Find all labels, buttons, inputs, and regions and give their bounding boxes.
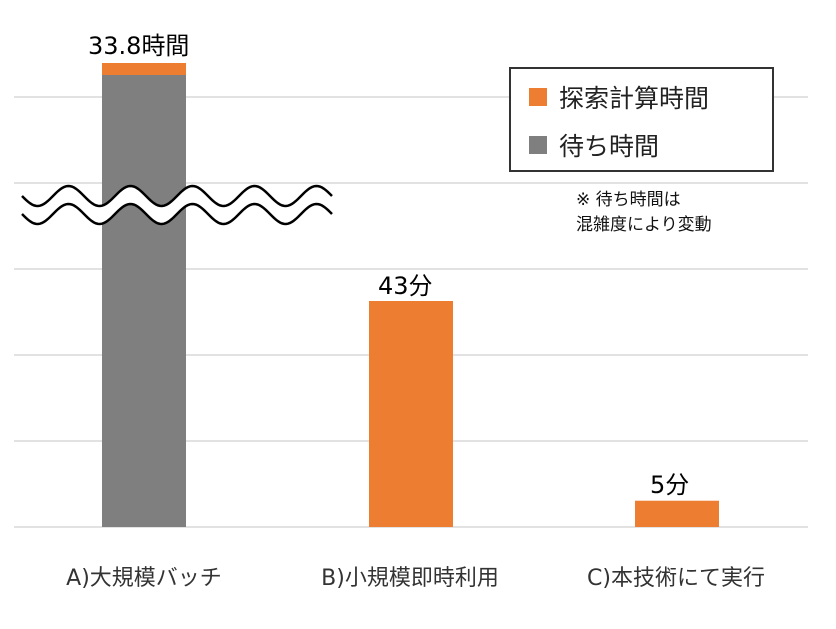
note-line-1: ※ 待ち時間は — [576, 190, 681, 210]
legend-item-wait: 待ち時間 — [529, 127, 659, 163]
category-label-b: B)小規模即時利用 — [321, 566, 499, 591]
bar-a-total-label: 33.8時間 — [88, 32, 190, 60]
legend-swatch-compute — [529, 88, 547, 106]
category-label-c: C)本技術にて実行 — [587, 566, 765, 591]
category-label-a: A)大規模バッチ — [66, 566, 222, 591]
legend-label-wait: 待ち時間 — [559, 132, 660, 161]
bar-b-total-label: 43分 — [378, 272, 433, 300]
axis-break-line-bottom — [21, 202, 333, 226]
axis-break — [21, 184, 333, 226]
wait-time-note: ※ 待ち時間は 混雑度により変動 — [576, 188, 712, 238]
bar-c-total-label: 5分 — [650, 471, 690, 499]
bar-c-compute — [635, 500, 719, 527]
axis-break-band — [22, 186, 332, 224]
legend: 探索計算時間 待ち時間 — [509, 67, 774, 172]
legend-label-compute: 探索計算時間 — [559, 84, 710, 113]
legend-swatch-wait — [529, 136, 547, 154]
bars — [102, 63, 719, 527]
axis-break-line-top — [21, 184, 333, 208]
note-line-2: 混雑度により変動 — [576, 215, 712, 235]
bar-a-compute — [102, 63, 186, 75]
bar-b-compute — [369, 301, 453, 527]
legend-item-compute: 探索計算時間 — [529, 79, 709, 115]
bar-a-wait — [102, 75, 186, 527]
